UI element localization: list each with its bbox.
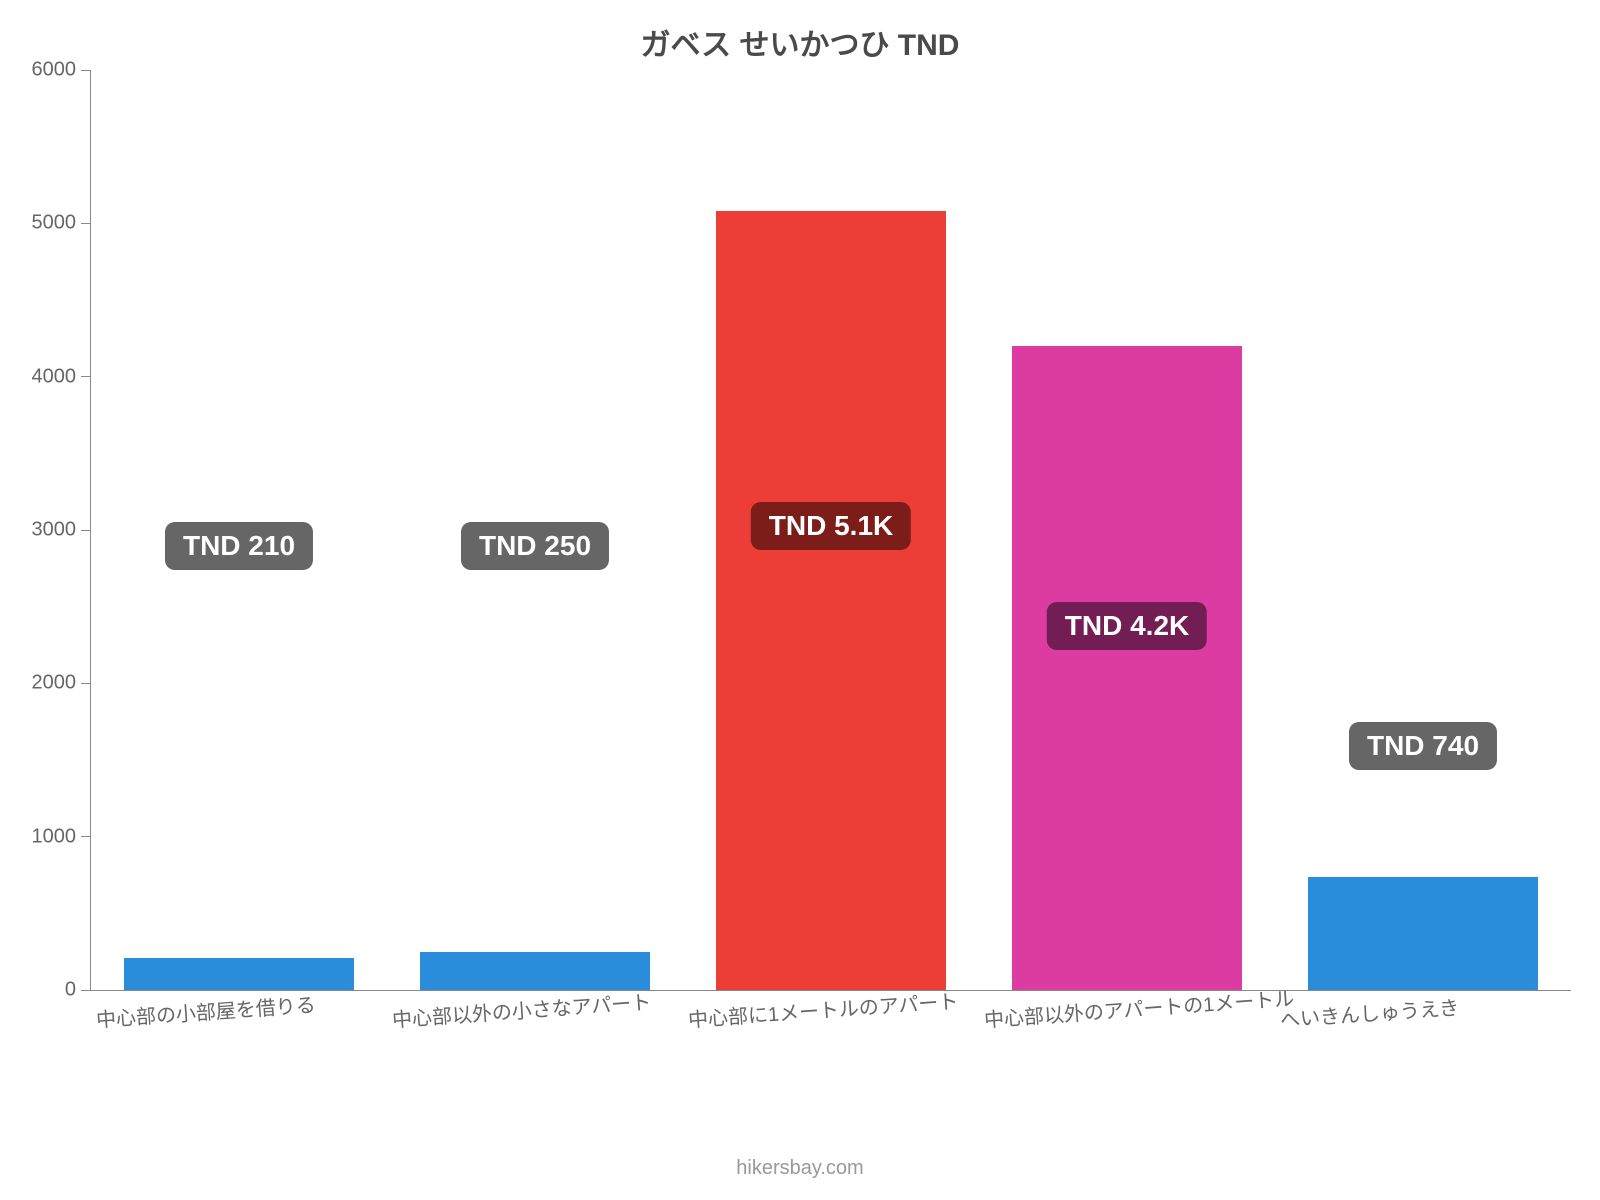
chart-bar — [420, 952, 651, 990]
chart-bar — [124, 958, 355, 990]
x-axis-label: 中心部の小部屋を借りる — [95, 989, 316, 1033]
y-tick-label: 5000 — [0, 212, 76, 235]
chart-bar — [1308, 877, 1539, 990]
plot-area: 0100020003000400050006000TND 210中心部の小部屋を… — [90, 70, 1571, 991]
value-badge: TND 250 — [461, 522, 609, 570]
y-tick — [81, 70, 91, 71]
y-tick-label: 2000 — [0, 672, 76, 695]
chart-footer: hikersbay.com — [0, 1157, 1600, 1180]
y-tick — [81, 376, 91, 377]
x-axis-label: 中心部に1メートルのアパート — [687, 985, 959, 1033]
y-tick — [81, 836, 91, 837]
chart-title: ガベス せいかつひ TND — [0, 20, 1600, 64]
y-tick — [81, 530, 91, 531]
value-badge: TND 740 — [1349, 722, 1497, 770]
y-tick-label: 1000 — [0, 825, 76, 848]
value-badge: TND 210 — [165, 522, 313, 570]
chart-container: ガベス せいかつひ TND 0100020003000400050006000T… — [0, 0, 1600, 1200]
value-badge: TND 5.1K — [751, 502, 911, 550]
y-tick-label: 0 — [0, 979, 76, 1002]
y-tick-label: 3000 — [0, 519, 76, 542]
y-tick-label: 4000 — [0, 365, 76, 388]
chart-bar — [716, 211, 947, 990]
x-axis-label: へいきんしゅうえき — [1279, 991, 1460, 1032]
y-tick — [81, 990, 91, 991]
x-axis-label: 中心部以外の小さなアパート — [391, 986, 652, 1033]
y-tick-label: 6000 — [0, 59, 76, 82]
value-badge: TND 4.2K — [1047, 602, 1207, 650]
y-tick — [81, 683, 91, 684]
y-tick — [81, 223, 91, 224]
chart-bar — [1012, 346, 1243, 990]
